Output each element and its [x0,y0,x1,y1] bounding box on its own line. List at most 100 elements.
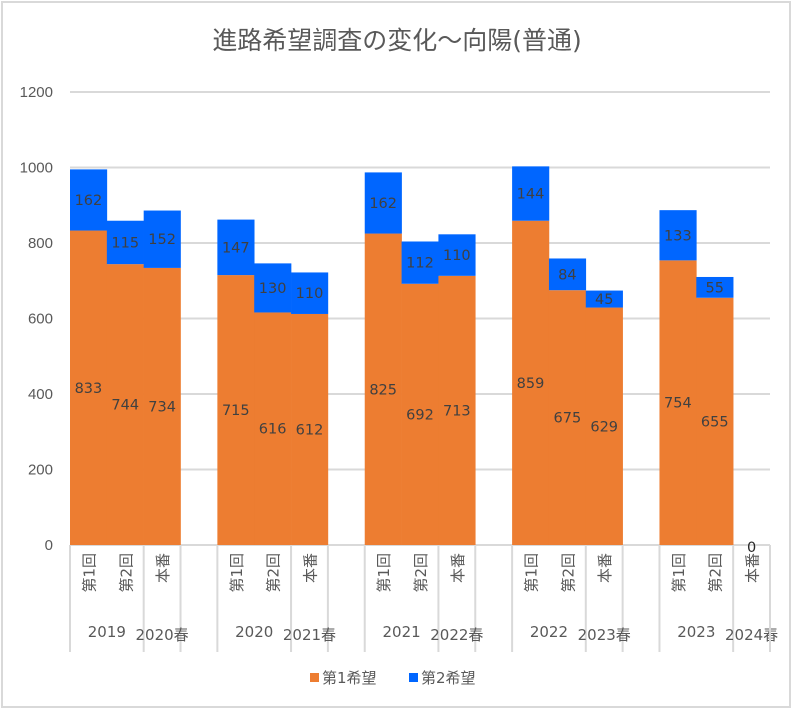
x-item-label: 本番 [744,553,762,583]
data-label-second-choice: 130 [259,281,287,297]
data-label-second-choice: 110 [296,286,324,302]
x-spring-label: 2022春 [430,626,483,644]
x-item-label: 本番 [301,553,319,583]
x-item-label: 第2回 [265,553,283,593]
x-item-label: 第2回 [117,553,135,593]
x-year-label: 2023 [677,623,715,641]
data-label-second-choice: 115 [111,235,139,251]
bar-second-choice [143,210,181,268]
bar-first-choice [364,233,402,545]
data-label-zero: 0 [747,540,756,556]
bar-second-choice [364,172,402,234]
x-item-label: 第2回 [559,553,577,593]
data-label-second-choice: 110 [443,248,471,264]
data-label-first-choice: 825 [369,382,397,398]
data-label-first-choice: 859 [517,376,545,392]
data-label-second-choice: 162 [369,196,397,212]
data-label-first-choice: 692 [406,407,434,423]
data-label-first-choice: 655 [701,414,729,430]
data-label-first-choice: 629 [590,419,618,435]
data-label-second-choice: 45 [595,292,613,308]
data-label-second-choice: 55 [706,280,724,296]
x-item-label: 第2回 [707,553,725,593]
data-label-second-choice: 84 [558,267,576,283]
data-label-second-choice: 147 [222,240,250,256]
y-tick-label: 0 [45,537,53,554]
data-label-first-choice: 612 [296,422,324,438]
data-label-first-choice: 675 [554,411,582,427]
legend-label-second-choice: 第2希望 [421,669,476,687]
y-tick-label: 800 [28,235,53,252]
y-tick-label: 600 [28,311,53,328]
legend-swatch-second-choice [409,673,418,682]
data-label-second-choice: 112 [406,256,434,272]
data-labels: 833 162 744 115 734 152 715 147 616 130 612 110 825 1… [75,187,757,556]
x-spring-label: 2020春 [136,626,189,644]
legend-swatch-first-choice [310,673,319,682]
x-item-label: 本番 [154,553,172,583]
y-axis-tick-labels: 0 200 400 600 800 1000 1200 [20,84,53,554]
legend: 第1希望 第2希望 [310,669,476,687]
data-label-second-choice: 152 [148,232,176,248]
bar-first-choice [217,275,255,545]
y-tick-label: 1000 [20,160,53,177]
bar-second-choice [106,220,144,265]
bar-first-choice [512,220,550,546]
x-year-label: 2020 [235,623,273,641]
x-item-label: 第1回 [670,553,688,593]
bar-first-choice [143,267,181,545]
x-spring-label: 2023春 [578,626,631,644]
bar-first-choice [401,283,439,545]
bar-second-choice [659,210,697,261]
legend-label-first-choice: 第1希望 [322,669,377,687]
bar-first-choice [70,230,108,546]
bar-first-choice [659,260,697,545]
x-item-label: 第1回 [228,553,246,593]
x-item-label: 本番 [596,553,614,583]
data-label-first-choice: 715 [222,403,250,419]
bar-first-choice [438,275,476,545]
bar-second-choice [254,263,292,313]
bar-second-choice [291,272,329,314]
x-item-label: 本番 [449,553,467,583]
data-label-first-choice: 734 [148,399,176,415]
x-spring-label: 2024春 [725,626,778,644]
x-year-label: 2019 [88,623,126,641]
bar-second-choice [585,290,623,308]
bar-first-choice [254,312,292,545]
x-item-label: 第1回 [523,553,541,593]
y-tick-label: 400 [28,386,53,403]
x-item-label: 第1回 [375,553,393,593]
data-label-first-choice: 744 [111,398,139,414]
data-label-first-choice: 713 [443,403,471,419]
x-year-label: 2021 [382,623,420,641]
bar-first-choice [106,264,144,545]
bar-second-choice [696,276,734,298]
data-label-second-choice: 162 [75,193,103,209]
bar-second-choice [438,234,476,276]
bar-first-choice [548,290,587,545]
bar-second-choice [70,169,108,231]
bars [70,166,734,546]
data-label-second-choice: 144 [517,187,545,203]
data-label-second-choice: 133 [664,228,692,244]
y-tick-label: 200 [28,462,53,479]
bar-second-choice [401,241,439,284]
y-tick-label: 1200 [20,84,53,101]
bar-second-choice [512,166,550,221]
bar-first-choice [291,313,329,545]
data-label-first-choice: 833 [75,381,103,397]
data-label-first-choice: 754 [664,396,692,412]
x-year-label: 2022 [530,623,568,641]
x-item-label: 第2回 [412,553,430,593]
x-spring-label: 2021春 [283,626,336,644]
bar-second-choice [217,219,255,276]
bar-second-choice [548,258,587,291]
bar-first-choice [585,307,623,545]
bar-first-choice [696,297,734,545]
data-label-first-choice: 616 [259,422,287,438]
x-item-label: 第1回 [80,553,98,593]
chart-title: 進路希望調査の変化～向陽(普通) [212,26,582,55]
